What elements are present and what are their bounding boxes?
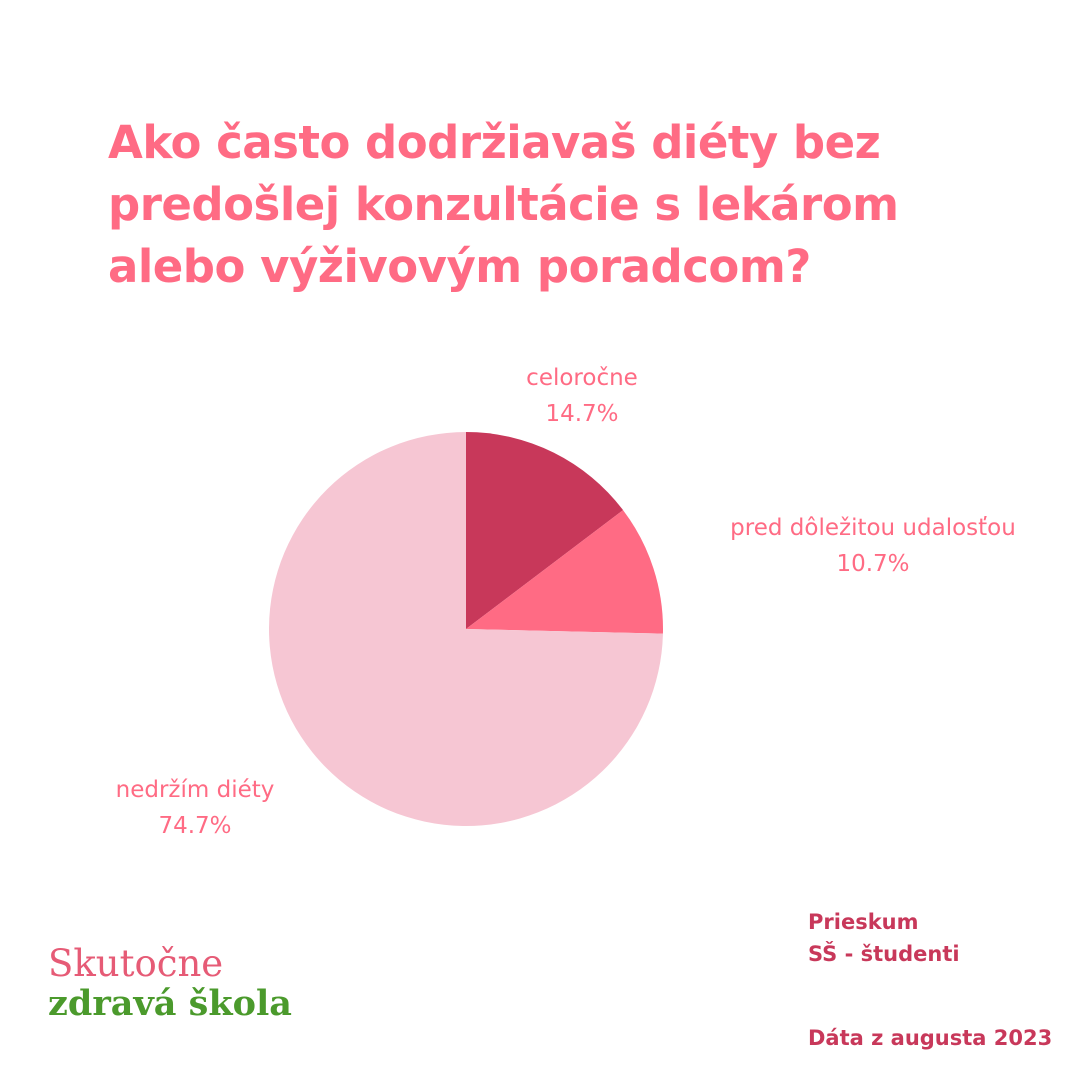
data-date: Dáta z augusta 2023 bbox=[808, 1026, 1053, 1050]
logo-line-2: zdravá škola bbox=[48, 983, 292, 1024]
slice-label-nedrzim-diety: nedržím diéty 74.7% bbox=[116, 772, 275, 844]
survey-source: Prieskum SŠ - študenti bbox=[808, 906, 960, 970]
slice-label-pred-dolezitou-udalostou: pred dôležitou udalosťou 10.7% bbox=[730, 510, 1016, 582]
logo: Skutočne zdravá škola bbox=[48, 944, 292, 1024]
logo-line-1: Skutočne bbox=[48, 942, 224, 985]
pie-slice-2 bbox=[269, 432, 663, 826]
slice-value: 74.7% bbox=[158, 813, 232, 839]
slice-label-celorocne: celoročne 14.7% bbox=[526, 360, 638, 432]
source-line-1: Prieskum bbox=[808, 910, 919, 934]
slice-name: pred dôležitou udalosťou bbox=[730, 515, 1016, 541]
slice-value: 14.7% bbox=[545, 401, 619, 427]
pie-slice-0 bbox=[466, 432, 624, 629]
slice-name: celoročne bbox=[526, 365, 638, 391]
slice-value: 10.7% bbox=[836, 551, 910, 577]
pie-slice-1 bbox=[466, 510, 664, 634]
slice-name: nedržím diéty bbox=[115, 777, 275, 803]
source-line-2: SŠ - študenti bbox=[808, 942, 960, 966]
chart-title: Ako často dodržiavaš diéty bez predošlej… bbox=[108, 116, 899, 293]
